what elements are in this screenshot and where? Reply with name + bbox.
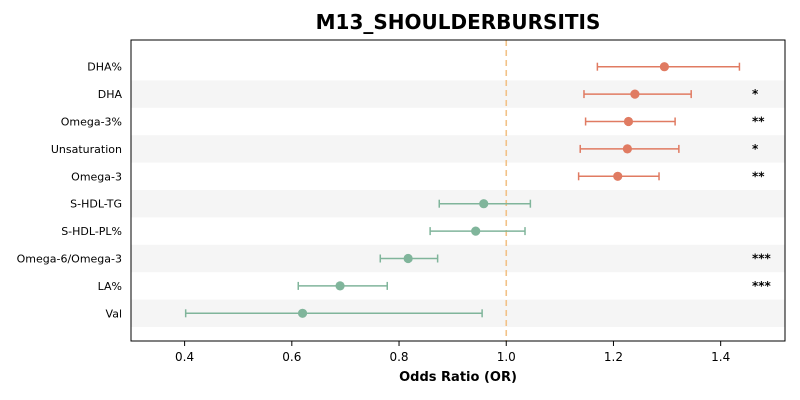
- significance-marker: ***: [752, 252, 772, 266]
- row-label: DHA: [98, 88, 123, 101]
- row-label: LA%: [98, 280, 122, 293]
- or-point: [613, 171, 623, 181]
- row-band: [131, 135, 785, 163]
- forest-row: Unsaturation *: [51, 142, 759, 156]
- or-point: [471, 226, 481, 236]
- forest-row: S-HDL-TG: [70, 198, 532, 211]
- row-label: Unsaturation: [51, 143, 122, 156]
- x-tick-label: 1.0: [497, 350, 516, 364]
- forest-row: LA% ***: [98, 279, 772, 293]
- data-rows: DHA% DHA * Omega-3% ** Unsaturation * Omega-3 **…: [17, 61, 772, 321]
- plot-frame: [130, 39, 786, 342]
- forest-row: DHA%: [87, 61, 741, 74]
- row-label: DHA%: [87, 61, 122, 74]
- forest-row: DHA *: [98, 87, 759, 101]
- row-label: S-HDL-TG: [70, 198, 122, 211]
- or-point: [335, 281, 345, 291]
- or-point: [479, 199, 489, 209]
- row-label: Omega-3: [71, 170, 122, 183]
- x-axis-label: Odds Ratio (OR): [399, 370, 517, 385]
- row-label: Val: [106, 307, 122, 320]
- row-band: [131, 244, 785, 273]
- x-tick-label: 0.6: [282, 350, 301, 364]
- or-point: [623, 116, 634, 127]
- chart-title: M13_SHOULDERBURSITIS: [316, 10, 601, 34]
- significance-marker: ***: [752, 279, 772, 293]
- or-point: [659, 62, 669, 72]
- row-label: Omega-6/Omega-3: [17, 253, 122, 266]
- or-point: [630, 89, 640, 99]
- x-tick-label: 1.2: [604, 350, 623, 364]
- forest-row: S-HDL-PL%: [61, 225, 526, 238]
- or-point: [622, 144, 632, 154]
- row-label: S-HDL-PL%: [61, 225, 122, 238]
- forest-row: Omega-3% **: [61, 115, 766, 129]
- significance-marker: *: [752, 142, 759, 156]
- x-axis: 0.4 0.6 0.8 1.0 1.2 1.4: [175, 341, 730, 364]
- x-tick-label: 0.4: [175, 350, 194, 364]
- x-tick-label: 1.4: [711, 350, 730, 364]
- significance-marker: *: [752, 87, 759, 101]
- or-point: [297, 308, 308, 318]
- forest-row: Val: [106, 307, 483, 320]
- row-label: Omega-3%: [61, 116, 122, 129]
- x-tick-label: 0.8: [389, 350, 408, 364]
- forest-row: Omega-3 **: [71, 169, 765, 183]
- significance-marker: **: [752, 169, 765, 183]
- forest-row: Omega-6/Omega-3 ***: [17, 252, 772, 266]
- significance-marker: **: [752, 115, 765, 129]
- or-point: [403, 253, 413, 264]
